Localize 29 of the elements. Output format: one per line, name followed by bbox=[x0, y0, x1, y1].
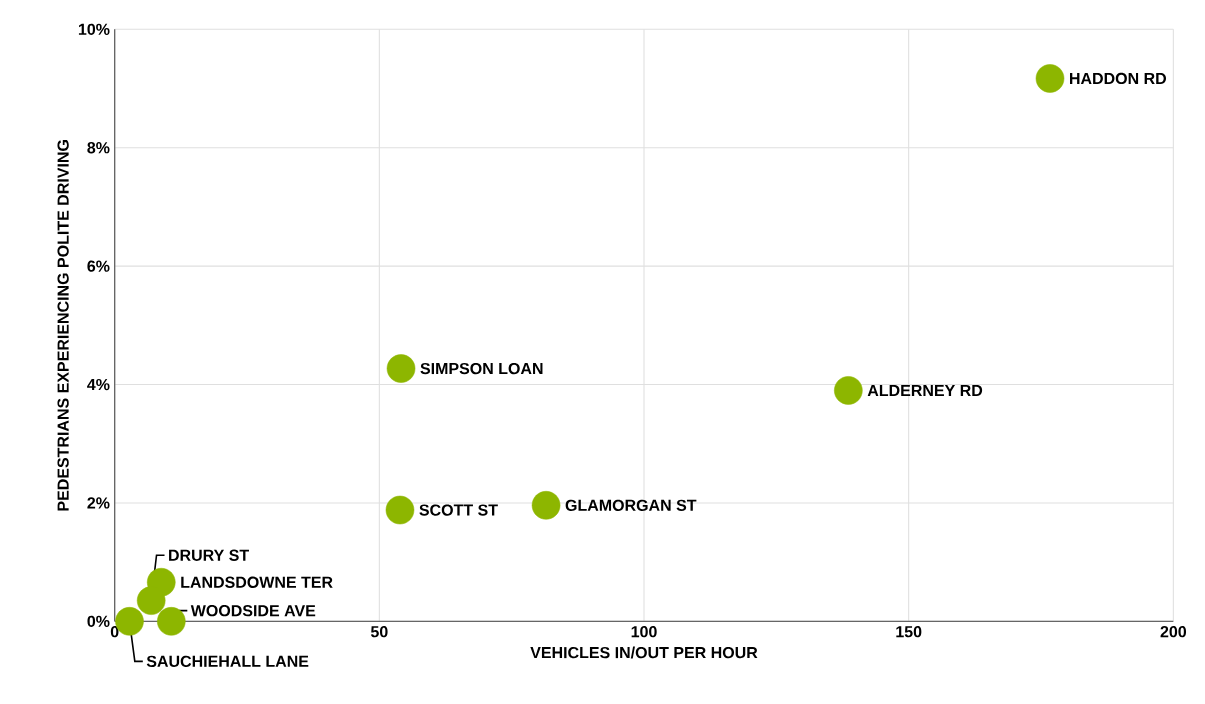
point bbox=[385, 495, 415, 525]
x-tick-label: 50 bbox=[370, 626, 388, 638]
y-tick-label: 6% bbox=[87, 260, 110, 272]
x-tick-label: 0 bbox=[110, 626, 119, 638]
x-tick-label: 150 bbox=[896, 626, 922, 638]
point bbox=[834, 376, 863, 405]
point bbox=[531, 491, 561, 520]
point bbox=[1035, 64, 1065, 93]
x-tick-label: 100 bbox=[631, 626, 657, 638]
x-tick-label: 200 bbox=[1160, 626, 1187, 638]
annotation: LANDSDOWNE TER bbox=[181, 576, 333, 588]
annotation: HADDON RD bbox=[1070, 72, 1167, 85]
annotation: DRURY ST bbox=[169, 549, 249, 561]
annotation: SCOTT ST bbox=[419, 504, 498, 516]
y-tick-label: 0% bbox=[87, 615, 110, 627]
point bbox=[157, 607, 186, 636]
y-tick-label: 4% bbox=[87, 378, 110, 391]
annotation: ALDERNEY RD bbox=[867, 384, 983, 396]
point bbox=[136, 586, 166, 615]
annotation: GLAMORGAN ST bbox=[565, 499, 697, 511]
y-axis-title: PEDESTRIANS EXPERIENCING POLITE DRIVING bbox=[57, 140, 69, 511]
x-axis-title: VEHICLES IN/OUT PER HOUR bbox=[530, 646, 758, 659]
y-tick-label: 8% bbox=[87, 142, 110, 154]
annotation: SIMPSON LOAN bbox=[420, 362, 543, 375]
y-tick-label: 2% bbox=[87, 497, 110, 509]
annotation: SAUCHIEHALL LANE bbox=[146, 655, 309, 667]
point bbox=[386, 354, 416, 383]
y-tick-label: 10% bbox=[78, 23, 110, 35]
annotation: WOODSIDE AVE bbox=[190, 605, 316, 617]
